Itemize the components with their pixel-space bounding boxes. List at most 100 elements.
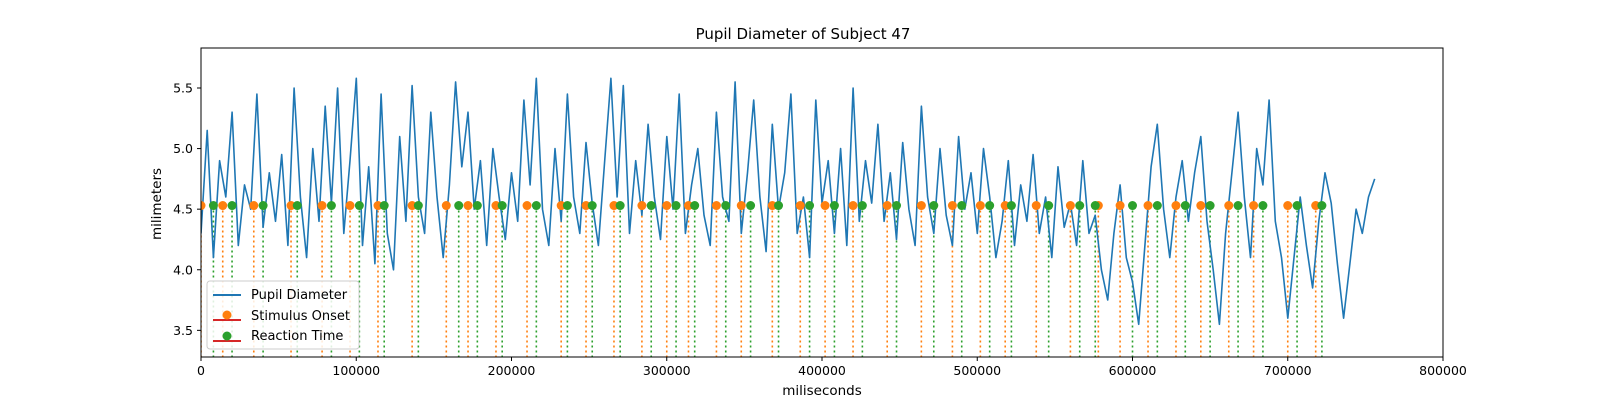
reaction-time-marker bbox=[892, 201, 902, 211]
reaction-time-marker bbox=[1128, 201, 1137, 211]
reaction-time-marker bbox=[1152, 201, 1162, 211]
y-tick-label: 3.5 bbox=[173, 323, 193, 338]
legend-stimulus-onset-label: Stimulus Onset bbox=[251, 309, 350, 324]
x-tick-label: 400000 bbox=[798, 363, 846, 378]
reaction-time-marker bbox=[413, 201, 423, 211]
reaction-time-marker bbox=[857, 201, 867, 211]
stimulus-onset-marker bbox=[407, 201, 417, 211]
stimulus-onset-marker bbox=[882, 201, 892, 211]
pupil-diameter-line bbox=[201, 77, 1376, 326]
stimulus-onset-marker bbox=[848, 201, 858, 211]
stimulus-onset-marker bbox=[317, 201, 327, 211]
reaction-time-marker bbox=[615, 201, 625, 211]
stimulus-onset-marker bbox=[1031, 201, 1041, 211]
reaction-time-marker bbox=[829, 201, 839, 211]
reaction-time-marker bbox=[1180, 201, 1190, 211]
stimulus-onset-marker bbox=[609, 201, 619, 211]
legend-stimulus-onset-marker bbox=[222, 310, 232, 320]
stimulus-onset-marker bbox=[1283, 201, 1293, 211]
legend-box bbox=[206, 280, 360, 350]
stimulus-onset-marker bbox=[218, 201, 228, 211]
stimulus-onset-marker bbox=[820, 201, 830, 211]
y-axis-label: milimeters bbox=[149, 168, 165, 240]
stimulus-onset-marker bbox=[637, 201, 647, 211]
reaction-time-marker bbox=[1090, 201, 1100, 211]
x-tick-label: 600000 bbox=[1109, 363, 1157, 378]
x-axis-ticks: 0 100000 200000 300000 400000 500000 600000 700… bbox=[197, 357, 1467, 378]
reaction-time-marker bbox=[472, 201, 482, 211]
stimulus-onset-marker bbox=[795, 201, 805, 211]
stimulus-onset-marker bbox=[556, 201, 566, 211]
reaction-time-marker bbox=[1205, 201, 1215, 211]
reaction-time-marker bbox=[721, 201, 731, 211]
x-axis-label: miliseconds bbox=[782, 383, 862, 399]
reaction-time-marker bbox=[531, 201, 541, 211]
stimulus-onset-marker bbox=[373, 201, 383, 211]
x-tick-label: 0 bbox=[197, 363, 205, 378]
stimulus-onset-markers bbox=[201, 201, 1321, 211]
y-tick-label: 4.5 bbox=[173, 202, 193, 217]
stimulus-onset-marker bbox=[522, 201, 532, 211]
reaction-time-marker bbox=[326, 201, 336, 211]
reaction-time-marker bbox=[1044, 201, 1054, 211]
stimulus-onset-marker bbox=[947, 201, 957, 211]
reaction-time-marker bbox=[746, 201, 756, 211]
stimulus-onset-marker bbox=[201, 201, 206, 211]
reaction-time-marker bbox=[929, 201, 939, 211]
legend-reaction-time-marker bbox=[222, 331, 232, 341]
stimulus-onset-marker bbox=[767, 201, 777, 211]
reaction-time-marker bbox=[208, 201, 218, 211]
reaction-time-marker bbox=[379, 201, 389, 211]
stimulus-onset-marker bbox=[441, 201, 451, 211]
y-tick-label: 4.0 bbox=[173, 262, 193, 277]
stimulus-onset-marker bbox=[1143, 201, 1153, 211]
y-tick-label: 5.5 bbox=[173, 80, 193, 95]
reaction-time-marker bbox=[805, 201, 815, 211]
legend-pupil-diameter-label: Pupil Diameter bbox=[251, 288, 348, 303]
reaction-time-marker bbox=[774, 201, 784, 211]
stimulus-onset-marker bbox=[683, 201, 693, 211]
reaction-time-marker bbox=[454, 201, 464, 211]
reaction-time-marker bbox=[562, 201, 572, 211]
reaction-time-marker bbox=[1006, 201, 1016, 211]
x-tick-label: 300000 bbox=[643, 363, 691, 378]
stimulus-onset-marker bbox=[1224, 201, 1234, 211]
reaction-time-marker bbox=[671, 201, 681, 211]
stimulus-onset-marker bbox=[581, 201, 591, 211]
reaction-time-marker bbox=[227, 201, 237, 211]
reaction-time-marker bbox=[1075, 201, 1085, 211]
x-tick-label: 200000 bbox=[488, 363, 536, 378]
reaction-time-marker bbox=[1292, 201, 1302, 211]
reaction-time-marker bbox=[292, 201, 302, 211]
reaction-time-marker bbox=[258, 201, 268, 211]
legend: Pupil Diameter Stimulus Onset Reaction T… bbox=[206, 280, 360, 350]
stimulus-onset-marker bbox=[1000, 201, 1010, 211]
reaction-time-marker bbox=[690, 201, 700, 211]
stimulus-onset-marker bbox=[975, 201, 985, 211]
stimulus-onset-lines bbox=[201, 205, 1317, 357]
x-tick-label: 800000 bbox=[1419, 363, 1467, 378]
reaction-time-marker bbox=[1233, 201, 1243, 211]
stimulus-onset-marker bbox=[916, 201, 926, 211]
stimulus-onset-marker bbox=[711, 201, 721, 211]
stimulus-onset-marker bbox=[286, 201, 296, 211]
stimulus-onset-marker bbox=[249, 201, 259, 211]
x-tick-label: 500000 bbox=[953, 363, 1001, 378]
x-tick-label: 100000 bbox=[332, 363, 380, 378]
stimulus-onset-marker bbox=[1196, 201, 1206, 211]
stimulus-onset-marker bbox=[736, 201, 746, 211]
legend-reaction-time-label: Reaction Time bbox=[251, 329, 343, 344]
chart-title: Pupil Diameter of Subject 47 bbox=[696, 25, 911, 43]
stimulus-onset-marker bbox=[1311, 201, 1321, 211]
stimulus-onset-marker bbox=[463, 201, 473, 211]
y-axis-ticks: 3.5 4.0 4.5 5.0 5.5 bbox=[173, 80, 201, 338]
x-tick-label: 700000 bbox=[1264, 363, 1312, 378]
reaction-time-marker bbox=[497, 201, 507, 211]
stimulus-onset-marker bbox=[1065, 201, 1075, 211]
stimulus-onset-marker bbox=[345, 201, 355, 211]
plot-area bbox=[201, 77, 1376, 357]
stimulus-onset-marker bbox=[662, 201, 672, 211]
reaction-time-marker bbox=[354, 201, 364, 211]
reaction-time-marker bbox=[957, 201, 967, 211]
